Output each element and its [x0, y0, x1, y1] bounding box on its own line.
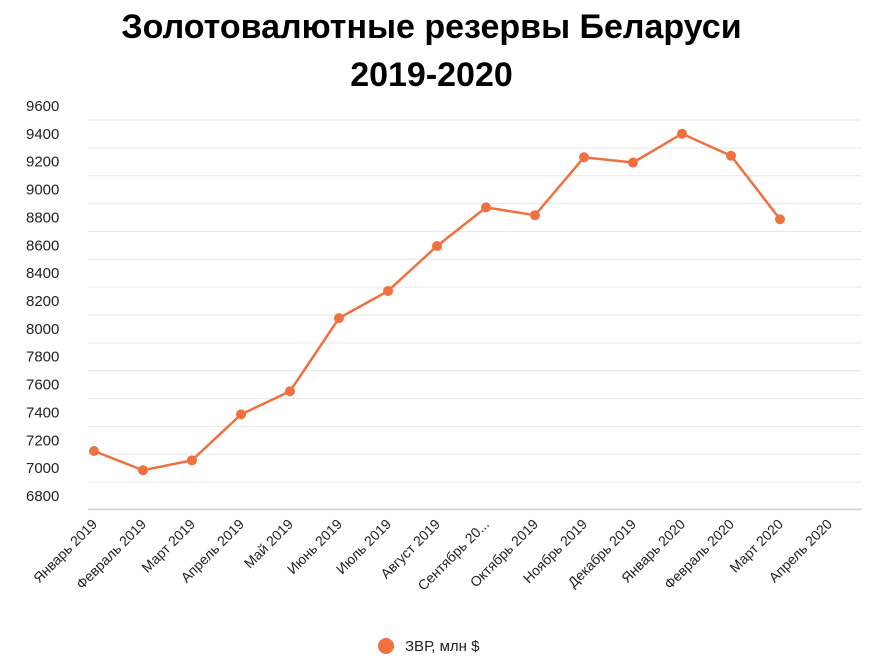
gridlines [88, 119, 862, 511]
legend-label: ЗВР, млн $ [405, 638, 480, 655]
y-tick-label: 7400 [26, 404, 59, 421]
y-axis-ticks: 6800 7000 7200 7400 7600 7800 8000 8200 8400 8600… [26, 98, 59, 505]
chart-title: Золотовалютные резервы Беларуси [121, 8, 742, 46]
y-tick-label: 8400 [26, 265, 59, 282]
series-layer [89, 128, 785, 476]
chart-subtitle: 2019-2020 [350, 56, 513, 94]
data-point[interactable] [187, 455, 197, 466]
y-tick-label: 8800 [26, 209, 59, 226]
legend[interactable]: ЗВР, млн $ [378, 638, 480, 655]
y-tick-label: 7200 [26, 432, 59, 449]
y-tick-label: 6800 [26, 488, 59, 505]
data-point[interactable] [285, 386, 295, 397]
y-tick-label: 7000 [26, 460, 59, 477]
y-tick-label: 9000 [26, 182, 59, 199]
data-point[interactable] [432, 240, 442, 251]
data-point[interactable] [579, 152, 589, 163]
data-point[interactable] [383, 285, 393, 296]
series-line [93, 132, 781, 472]
y-tick-label: 9600 [26, 98, 59, 115]
data-point[interactable] [775, 214, 785, 225]
y-tick-label: 8200 [26, 293, 59, 310]
data-point[interactable] [138, 465, 148, 476]
data-point[interactable] [530, 210, 540, 221]
data-point[interactable] [677, 128, 687, 139]
y-tick-label: 7800 [26, 349, 59, 366]
data-point[interactable] [334, 313, 344, 324]
data-point[interactable] [236, 409, 246, 420]
data-point[interactable] [481, 202, 491, 213]
y-tick-label: 8000 [26, 321, 59, 338]
y-tick-label: 9400 [26, 126, 59, 143]
legend-marker [378, 638, 394, 654]
data-point[interactable] [628, 157, 638, 168]
y-tick-label: 8600 [26, 237, 59, 254]
data-point[interactable] [726, 150, 736, 161]
data-point[interactable] [89, 446, 99, 457]
y-tick-label: 9200 [26, 154, 59, 171]
y-tick-label: 7600 [26, 377, 59, 394]
